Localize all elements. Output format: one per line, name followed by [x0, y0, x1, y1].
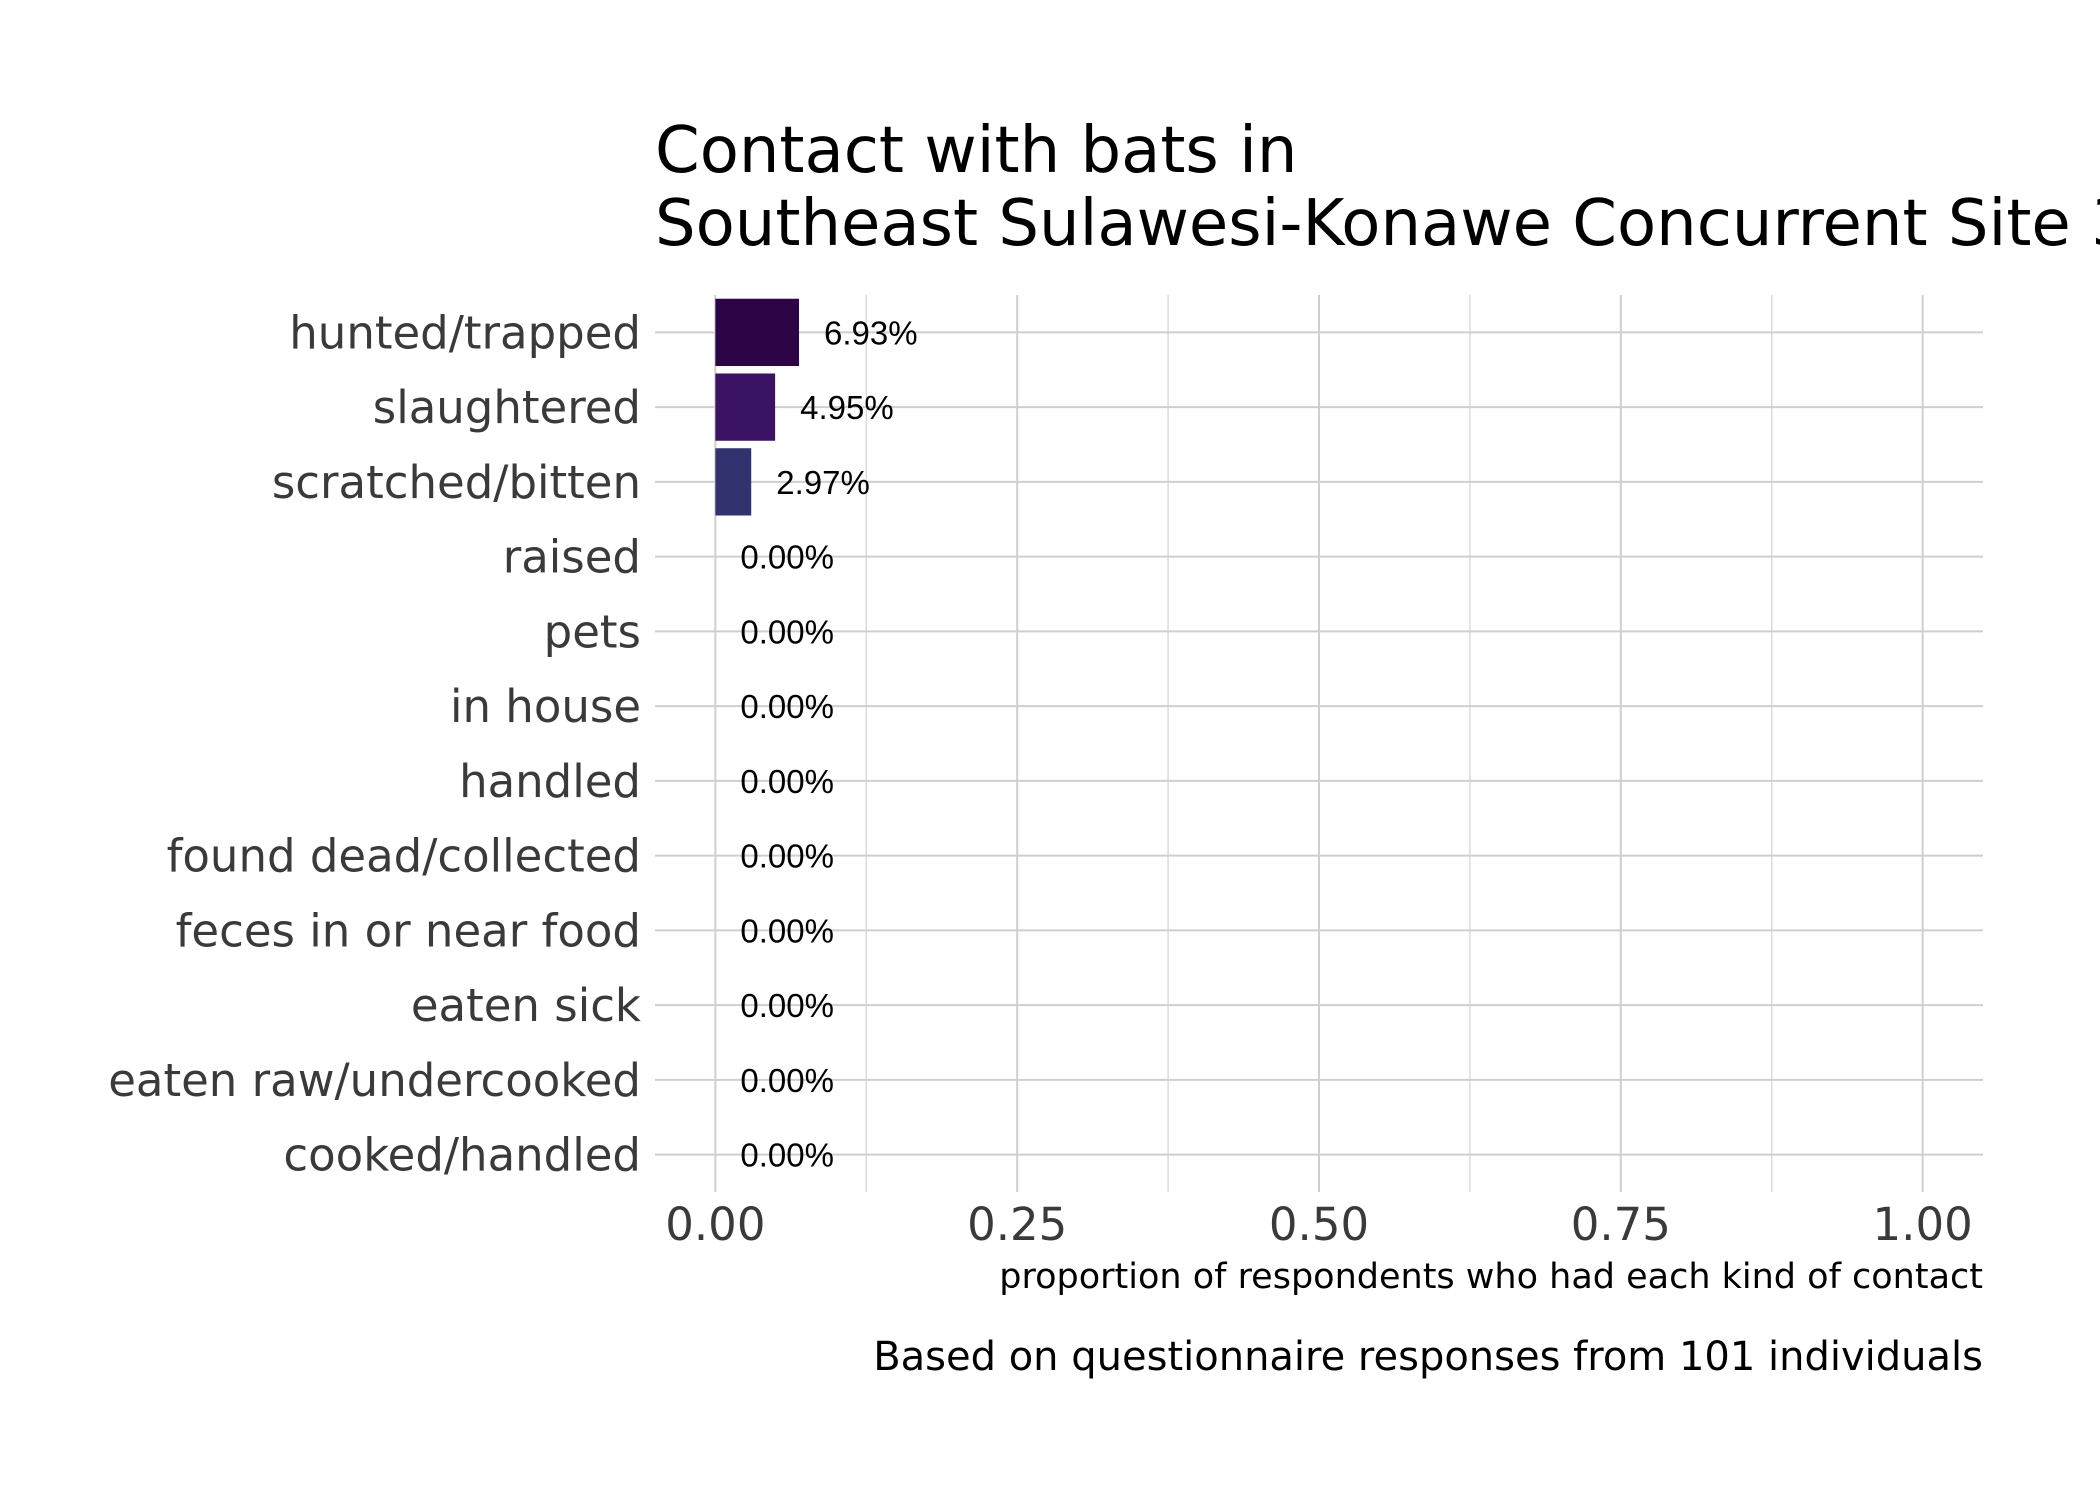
category-label-0: hunted/trapped [289, 306, 641, 359]
value-label-5: 0.00% [740, 688, 834, 725]
category-label-9: eaten sick [411, 979, 641, 1032]
value-label-4: 0.00% [740, 613, 834, 650]
category-label-1: slaughtered [373, 381, 641, 434]
chart-title-line-2: Southeast Sulawesi-Konawe Concurrent Sit… [655, 187, 2100, 261]
value-label-9: 0.00% [740, 987, 834, 1024]
value-label-6: 0.00% [740, 763, 834, 800]
bars [715, 298, 800, 516]
category-label-7: found dead/collected [167, 830, 641, 883]
chart-title-line-1: Contact with bats in [655, 114, 1297, 188]
value-label-7: 0.00% [740, 838, 834, 875]
category-label-4: pets [544, 605, 641, 658]
value-label-10: 0.00% [740, 1062, 834, 1099]
category-label-8: feces in or near food [176, 904, 641, 957]
value-label-0: 6.93% [824, 314, 918, 351]
bar-1 [715, 373, 776, 441]
x-tick-label-1: 0.25 [967, 1198, 1067, 1251]
category-label-3: raised [503, 531, 641, 584]
category-label-10: eaten raw/undercooked [108, 1054, 641, 1107]
x-tick-label-2: 0.50 [1269, 1198, 1369, 1251]
category-label-6: handled [459, 755, 641, 808]
value-label-3: 0.00% [740, 539, 834, 576]
category-labels: hunted/trapped slaughtered scratched/bitte… [108, 306, 641, 1181]
value-labels: 6.93% 4.95% 2.97% 0.00% 0.00% 0.00% 0.00% 0.00%… [740, 314, 917, 1173]
category-label-5: in house [450, 680, 641, 733]
x-axis-ticks: 0.00 0.25 0.50 0.75 1.00 [665, 1198, 1972, 1251]
bar-2 [715, 448, 752, 516]
x-axis-title: proportion of respondents who had each k… [999, 1257, 1983, 1297]
value-label-8: 0.00% [740, 912, 834, 949]
gridlines [655, 295, 1983, 1192]
category-label-11: cooked/handled [283, 1129, 641, 1182]
category-label-2: scratched/bitten [272, 456, 641, 509]
value-label-11: 0.00% [740, 1137, 834, 1174]
x-tick-label-3: 0.75 [1571, 1198, 1671, 1251]
bar-0 [715, 298, 800, 367]
x-tick-label-4: 1.00 [1873, 1198, 1973, 1251]
chart-caption: Based on questionnaire responses from 10… [873, 1334, 1983, 1380]
x-tick-label-0: 0.00 [665, 1198, 765, 1251]
value-label-1: 4.95% [800, 389, 894, 426]
value-label-2: 2.97% [776, 464, 870, 501]
